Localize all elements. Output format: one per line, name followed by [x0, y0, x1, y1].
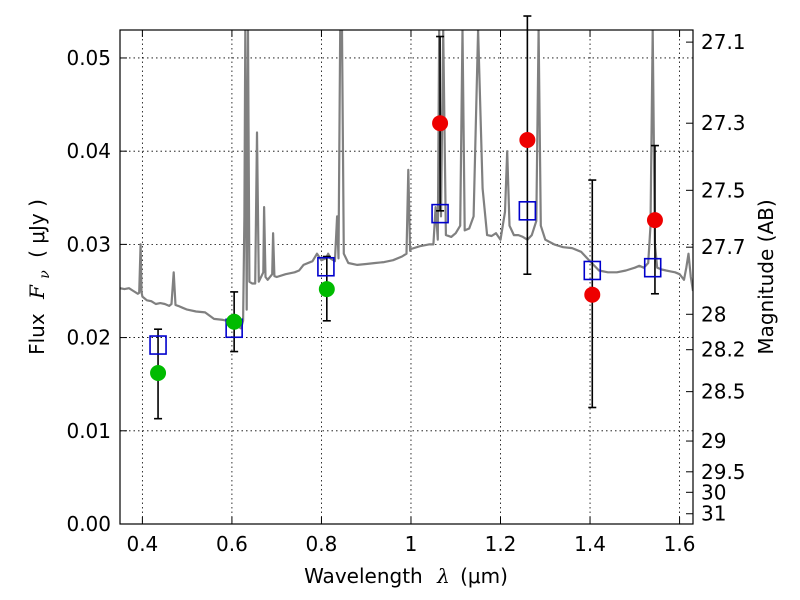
y2-tick-label: 29.5	[701, 460, 746, 484]
y2-tick-label: 27.1	[701, 30, 746, 54]
y-tick-label: 0.05	[66, 46, 111, 70]
y-axis-label: Flux F ν ( μJy )	[25, 199, 54, 355]
y-tick-label: 0.02	[66, 326, 111, 350]
x-tick-label: 0.4	[126, 532, 158, 556]
observed-point-marker	[150, 365, 167, 382]
x-tick-label: 1.4	[574, 532, 606, 556]
y2-tick-label: 30	[701, 480, 726, 504]
model-square-marker	[317, 256, 335, 277]
model-square-marker	[518, 201, 537, 221]
observed-point-marker	[646, 212, 663, 229]
observed-point-marker	[584, 286, 601, 303]
observed-point-marker	[318, 281, 335, 298]
y2-tick-label: 28.2	[701, 338, 746, 362]
y2-tick-label: 28	[701, 302, 726, 326]
model-square-marker	[643, 257, 662, 278]
y2-axis-label: Magnitude (AB)	[754, 199, 778, 354]
x-tick-label: 1.6	[664, 532, 696, 556]
model-square-marker	[583, 260, 602, 281]
x-tick-label: 1	[405, 532, 418, 556]
y2-tick-label: 29	[701, 429, 726, 453]
x-tick-label: 0.6	[216, 532, 248, 556]
y2-tick-label: 27.7	[701, 235, 746, 259]
model-square-marker	[431, 203, 449, 224]
y2-tick-label: 27.5	[701, 178, 746, 202]
y2-tick-label: 31	[701, 502, 726, 526]
axes: 0.4 0.6 0.8 1 1.2 1.4 1.6 0.00 0.01 0.02 0.03 0.04 0…	[66, 30, 746, 556]
error-bars	[149, 15, 663, 420]
plot-frame	[119, 29, 694, 525]
y-tick-label: 0.01	[66, 419, 111, 443]
x-tick-label: 1.2	[485, 532, 517, 556]
data-layer	[120, 30, 693, 330]
y-tick-label: 0.03	[66, 232, 111, 256]
x-axis-label: Wavelength λ (μm)	[304, 564, 508, 588]
observed-point-marker	[432, 115, 449, 132]
y-tick-label: 0.04	[66, 139, 111, 163]
y2-tick-label: 28.5	[701, 380, 746, 404]
observed-point-marker	[519, 131, 536, 148]
y-tick-label: 0.00	[66, 512, 111, 536]
observed-point-marker	[226, 313, 243, 330]
spectrum-line	[120, 30, 693, 330]
x-tick-label: 0.8	[306, 532, 338, 556]
model-square-marker	[149, 335, 167, 355]
plot-background	[120, 30, 693, 524]
y2-tick-label: 27.3	[701, 111, 746, 135]
grid	[120, 30, 693, 525]
